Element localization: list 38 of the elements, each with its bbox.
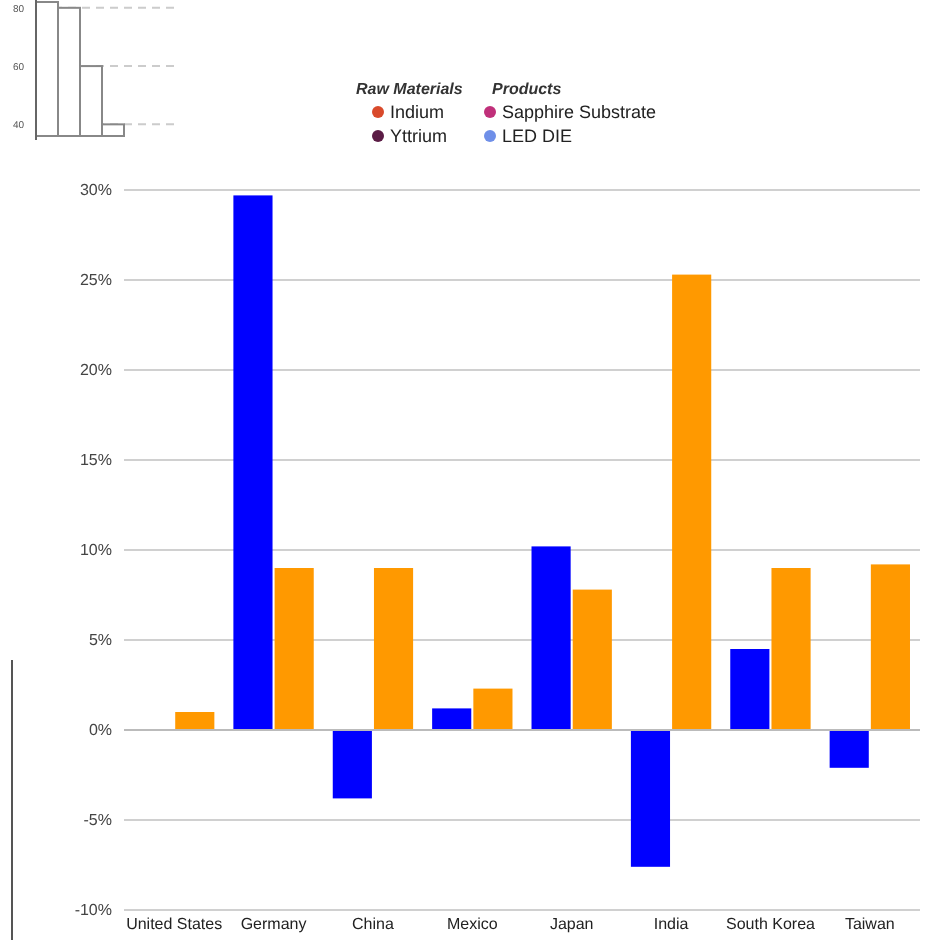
bar	[771, 568, 811, 730]
x-tick-label: Japan	[549, 915, 594, 934]
bar	[829, 730, 869, 768]
bar	[175, 712, 215, 730]
y-tick-label: 0%	[88, 721, 112, 740]
text: Raw Materials	[356, 80, 464, 98]
y-tick-label: 30%	[79, 181, 112, 200]
bar	[332, 730, 372, 799]
text: Yttrium	[390, 126, 448, 146]
bar	[373, 568, 414, 730]
bar	[531, 546, 571, 730]
text: Products	[492, 80, 563, 98]
y-tick-label: 20%	[79, 361, 112, 380]
bar	[473, 688, 513, 730]
bar	[432, 708, 472, 730]
bar	[730, 649, 770, 730]
x-tick-label: India	[653, 915, 690, 934]
bar	[870, 564, 910, 730]
y-tick-label: -10%	[74, 901, 112, 920]
bar	[630, 730, 671, 867]
text: Sapphire Substrate	[502, 102, 657, 122]
text: LED DIE	[502, 126, 573, 146]
x-tick-label: Germany	[240, 915, 307, 934]
y-tick-label: 5%	[88, 631, 112, 650]
x-tick-label: Taiwan	[844, 915, 895, 934]
text: Indium	[390, 102, 445, 122]
y-tick-label: 15%	[79, 451, 112, 470]
x-tick-label: South Korea	[725, 915, 817, 934]
bar	[274, 568, 314, 730]
y-tick-label: 25%	[79, 271, 112, 290]
x-tick-label: United States	[126, 915, 223, 934]
bar	[572, 589, 612, 730]
y-tick-label: 10%	[79, 541, 112, 560]
bar	[672, 274, 712, 730]
x-tick-label: Mexico	[446, 915, 499, 934]
y-tick-label: -5%	[83, 811, 112, 830]
bar	[233, 195, 273, 730]
x-tick-label: China	[352, 915, 395, 934]
